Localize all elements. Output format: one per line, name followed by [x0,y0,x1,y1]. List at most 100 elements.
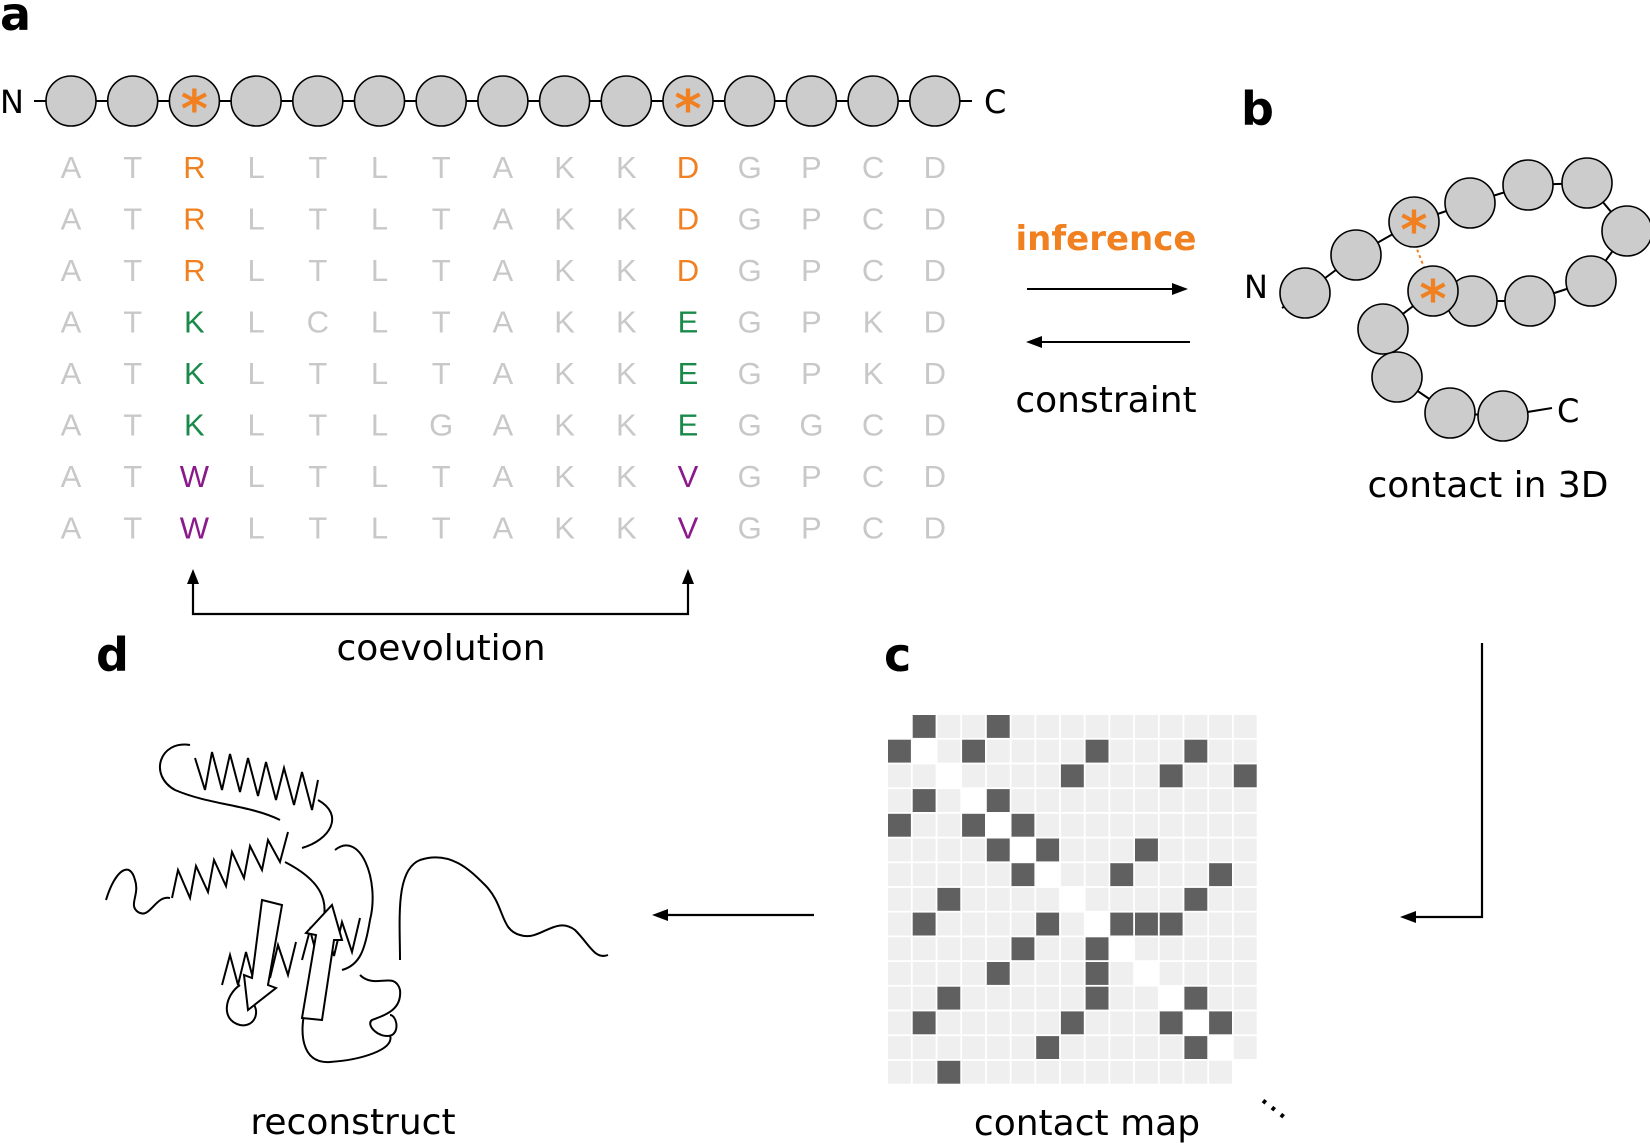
alignment-residue: L [371,408,388,443]
map-cell [1036,863,1060,887]
map-cell [1060,789,1084,812]
map-cell [937,789,961,812]
alignment-residue-coevolving: E [678,356,699,391]
chain-bead [106,75,159,127]
map-cell [1110,764,1134,788]
map-cell [1184,764,1208,788]
alignment-residue: P [801,202,822,237]
map-cell [1159,813,1183,837]
map-cell [1085,789,1109,812]
map-cell [1135,962,1158,985]
alignment-residue: T [308,459,327,494]
contact-cell [912,1011,936,1035]
map-cell [1110,838,1134,862]
map-cell [962,863,985,887]
map-cell [1159,887,1183,911]
coil-tail-right [398,856,609,961]
map-cell [1135,789,1158,812]
chain-bead [230,75,282,127]
map-cell [1060,715,1084,738]
constraint-label: constraint [1015,380,1196,421]
folded-bead [1330,229,1382,281]
alignment-residue: G [738,459,762,494]
chain-bead [908,75,961,127]
alignment-residue: P [801,459,822,494]
contact-cell [1135,838,1158,862]
chain-bead [45,75,97,127]
beta-strand-1 [242,898,284,1012]
beta-strand-2 [300,903,344,1022]
contact-cell [1110,863,1134,887]
alignment-residue: L [247,356,264,391]
alignment-residue-coevolving: R [183,253,205,288]
map-cell [1209,813,1232,837]
map-cell [912,962,936,985]
panel-label-b: b [1241,82,1274,136]
map-cell [1110,1011,1134,1035]
contact-cell [912,715,936,738]
alignment-residue: D [924,408,946,443]
map-cell [1159,962,1183,985]
map-cell [1036,739,1060,763]
map-cell [1135,1036,1158,1059]
map-cell [1060,1060,1084,1084]
alignment-residue: T [123,356,142,391]
arrow-b-to-c-head [1400,911,1416,923]
alignment-residue: L [371,150,388,185]
alignment-residue: K [554,408,575,443]
map-cell [1159,1036,1183,1059]
alignment-residue-coevolving: R [183,202,205,237]
alignment-residue: C [862,408,884,443]
alignment-residue: K [616,305,637,340]
map-cell [1011,1060,1035,1084]
contact-cell [986,715,1010,738]
alignment-residue: G [738,356,762,391]
helix-2 [171,831,289,902]
alignment-residue-coevolving: D [677,150,699,185]
map-cell [1011,1036,1035,1059]
alignment-residue: G [738,408,762,443]
alignment-residue: A [61,253,82,288]
map-cell [1233,715,1257,738]
map-cell [1036,887,1060,911]
map-cell [1135,1060,1158,1084]
map-cell [1209,764,1232,788]
map-cell [1135,715,1158,738]
contact-cell [1036,912,1060,936]
alignment-residue: D [924,202,946,237]
map-cell [937,739,961,763]
map-cell [1209,1036,1232,1059]
map-cell [1159,986,1183,1010]
map-cell [1159,789,1183,812]
alignment-residue: T [123,511,142,546]
map-cell [1233,937,1257,961]
alignment-residue-coevolving: W [180,459,210,494]
map-cell [1110,715,1134,738]
map-cell [1233,838,1257,862]
map-cell [937,962,961,985]
alignment-residue: A [61,356,82,391]
alignment-residue: K [554,202,575,237]
map-cell [1159,863,1183,887]
map-cell [1085,863,1109,887]
coil-loop-2 [301,799,334,849]
folded-bead [1424,387,1476,439]
map-cell [962,764,985,788]
alignment-residue: T [308,356,327,391]
alignment-residue: G [429,408,453,443]
alignment-residue: K [554,253,575,288]
map-cell [1036,937,1060,961]
map-cell [888,838,911,862]
folded-bead [1561,157,1613,209]
map-cell [1209,937,1232,961]
map-cell [1159,739,1183,763]
coevolution-bracket-line [191,576,690,616]
alignment-residue: A [61,459,82,494]
map-cell [912,739,936,763]
alignment-residue: T [432,459,451,494]
chain-bead [600,75,653,127]
map-cell [1233,986,1257,1010]
